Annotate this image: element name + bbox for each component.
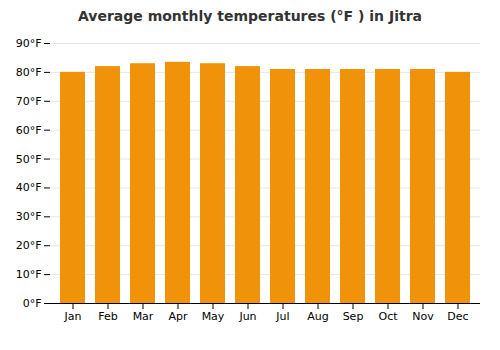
svg-text:80°F: 80°F — [16, 66, 42, 79]
svg-text:Nov: Nov — [412, 310, 434, 323]
svg-text:Aug: Aug — [307, 310, 328, 323]
svg-text:Dec: Dec — [447, 310, 468, 323]
svg-text:90°F: 90°F — [16, 37, 42, 50]
svg-text:30°F: 30°F — [16, 210, 42, 223]
svg-text:Oct: Oct — [378, 310, 398, 323]
svg-text:Feb: Feb — [98, 310, 117, 323]
svg-text:10°F: 10°F — [16, 268, 42, 281]
svg-text:0°F: 0°F — [23, 297, 42, 310]
svg-text:Jul: Jul — [275, 310, 289, 323]
svg-text:Jan: Jan — [64, 310, 82, 323]
svg-text:Jun: Jun — [238, 310, 256, 323]
svg-text:40°F: 40°F — [16, 181, 42, 194]
svg-text:20°F: 20°F — [16, 239, 42, 252]
svg-text:60°F: 60°F — [16, 124, 42, 137]
svg-text:May: May — [202, 310, 225, 323]
svg-text:70°F: 70°F — [16, 95, 42, 108]
svg-text:Sep: Sep — [343, 310, 364, 323]
svg-text:50°F: 50°F — [16, 153, 42, 166]
svg-text:Apr: Apr — [168, 310, 188, 323]
html-text:Average monthly temperatures (: Average monthly temperatures (°F ) in Ji… — [78, 8, 422, 24]
svg-text:Mar: Mar — [133, 310, 154, 323]
